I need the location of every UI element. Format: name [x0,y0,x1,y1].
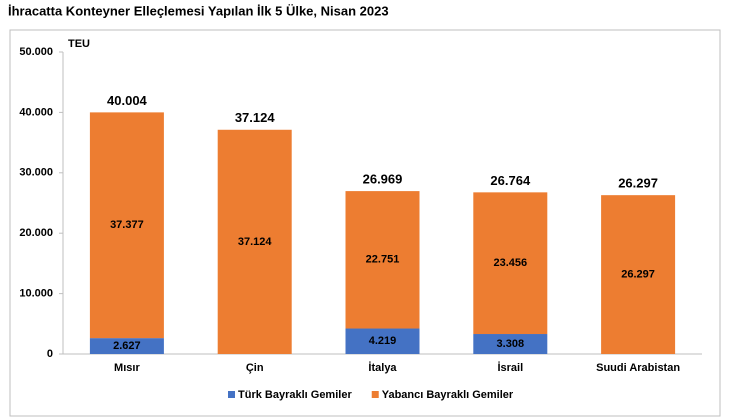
x-tick-label: Suudi Arabistan [596,362,680,374]
y-tick-label: 0 [47,348,53,360]
y-tick-label: 30.000 [19,167,53,179]
total-label: 26.764 [490,173,531,188]
legend-label: Türk Bayraklı Gemiler [238,389,352,401]
bar-segment [345,191,420,329]
x-tick-label: Çin [246,362,264,374]
total-label: 26.297 [618,176,658,191]
value-label: 3.308 [497,338,525,350]
y-tick-label: 10.000 [19,288,53,300]
bar-segment [473,192,548,335]
total-label: 40.004 [107,93,148,108]
bar-segment [345,328,420,354]
value-label: 22.751 [366,254,400,266]
value-label: 37.377 [110,219,144,231]
y-tick-label: 50.000 [19,46,53,58]
legend-swatch [371,391,379,398]
value-label: 23.456 [493,257,527,269]
legend-label: Yabancı Bayraklı Gemiler [382,389,514,401]
value-label: 2.627 [113,340,141,352]
x-tick-label: Mısır [114,362,140,374]
value-label: 26.297 [621,268,655,280]
x-tick-label: İtalya [368,361,397,374]
value-label: 37.124 [238,236,273,248]
bar-segment [89,112,164,339]
y-axis-label: TEU [68,38,90,50]
bar-segment [217,129,292,354]
total-label: 26.969 [363,172,403,187]
x-tick-label: İsrail [497,361,523,374]
chart-border [9,29,721,417]
y-tick-label: 40.000 [19,106,53,118]
value-label: 4.219 [369,335,397,347]
chart-title: İhracatta Konteyner Elleçlemesi Yapılan … [8,3,389,18]
bar-segment [89,338,164,354]
bar-segment [473,334,548,354]
y-tick-label: 20.000 [19,227,53,239]
legend-swatch [228,391,235,398]
total-label: 37.124 [235,110,276,125]
bar-segment [601,195,676,354]
